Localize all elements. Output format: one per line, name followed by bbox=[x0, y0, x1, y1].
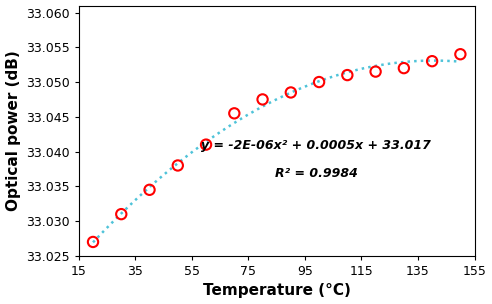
Point bbox=[315, 80, 323, 85]
Point bbox=[428, 59, 436, 64]
Text: y = -2E-06x² + 0.0005x + 33.017: y = -2E-06x² + 0.0005x + 33.017 bbox=[201, 139, 431, 152]
Point bbox=[146, 187, 154, 192]
Point bbox=[202, 142, 210, 147]
Point bbox=[400, 66, 408, 71]
Point bbox=[457, 52, 464, 57]
Point bbox=[259, 97, 267, 102]
Point bbox=[117, 212, 125, 216]
X-axis label: Temperature (°C): Temperature (°C) bbox=[203, 283, 351, 299]
Point bbox=[230, 111, 238, 116]
Point bbox=[371, 69, 379, 74]
Point bbox=[343, 73, 351, 78]
Text: R² = 0.9984: R² = 0.9984 bbox=[275, 167, 358, 180]
Point bbox=[174, 163, 182, 168]
Y-axis label: Optical power (dB): Optical power (dB) bbox=[5, 50, 21, 211]
Point bbox=[287, 90, 295, 95]
Point bbox=[89, 240, 97, 244]
